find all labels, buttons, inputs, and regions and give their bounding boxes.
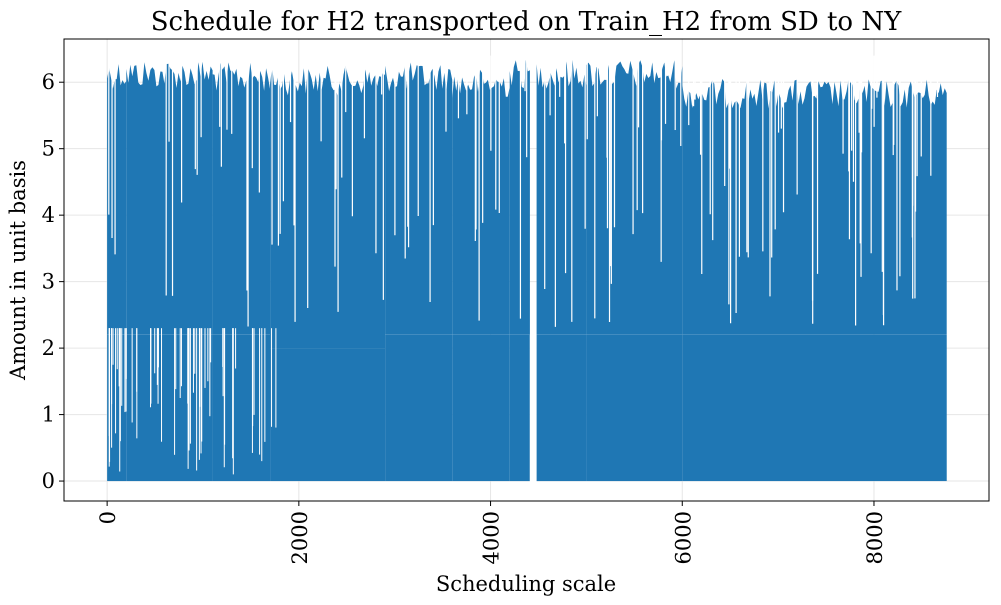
series-band — [385, 334, 453, 482]
x-tick-label: 4000 — [480, 511, 504, 564]
series-envelope — [586, 60, 683, 335]
series-band — [270, 348, 386, 482]
plot-frame — [63, 38, 990, 502]
series-envelope — [682, 79, 947, 335]
series-envelope — [126, 61, 213, 335]
y-tick-label: 4 — [42, 203, 55, 227]
y-axis-label: Amount in unit basis — [6, 160, 30, 381]
y-tick-label: 5 — [42, 137, 55, 161]
x-axis-label: Scheduling scale — [436, 572, 616, 596]
x-tick-label: 6000 — [671, 511, 695, 564]
series-band — [682, 334, 947, 482]
series-band — [536, 334, 587, 482]
series-band — [452, 334, 510, 482]
x-tick-label: 8000 — [863, 511, 887, 564]
series-band — [509, 334, 530, 482]
y-tick-label: 6 — [42, 70, 55, 94]
y-tick-label: 3 — [42, 270, 55, 294]
series-dips — [108, 55, 939, 475]
chart-title: Schedule for H2 transported on Train_H2 … — [151, 7, 902, 37]
y-tick-label: 1 — [42, 403, 55, 427]
series-envelope — [212, 62, 271, 335]
series-band — [126, 334, 213, 482]
series-envelope — [509, 59, 530, 335]
series-envelope — [107, 64, 127, 335]
series-envelope — [270, 65, 386, 349]
x-tick-label: 2000 — [288, 511, 312, 564]
y-tick-label: 0 — [42, 469, 55, 493]
y-axis: 0 1 2 3 4 5 6 — [42, 70, 64, 493]
series-gap — [529, 334, 537, 483]
x-axis: 0 2000 4000 6000 8000 — [96, 501, 887, 564]
series-band — [212, 334, 271, 482]
series-band — [586, 334, 683, 482]
series-h2 — [107, 55, 947, 483]
x-tick-label: 0 — [96, 511, 120, 524]
series-envelope — [536, 59, 587, 335]
series-envelope — [452, 69, 510, 335]
y-tick-label: 2 — [42, 336, 55, 360]
